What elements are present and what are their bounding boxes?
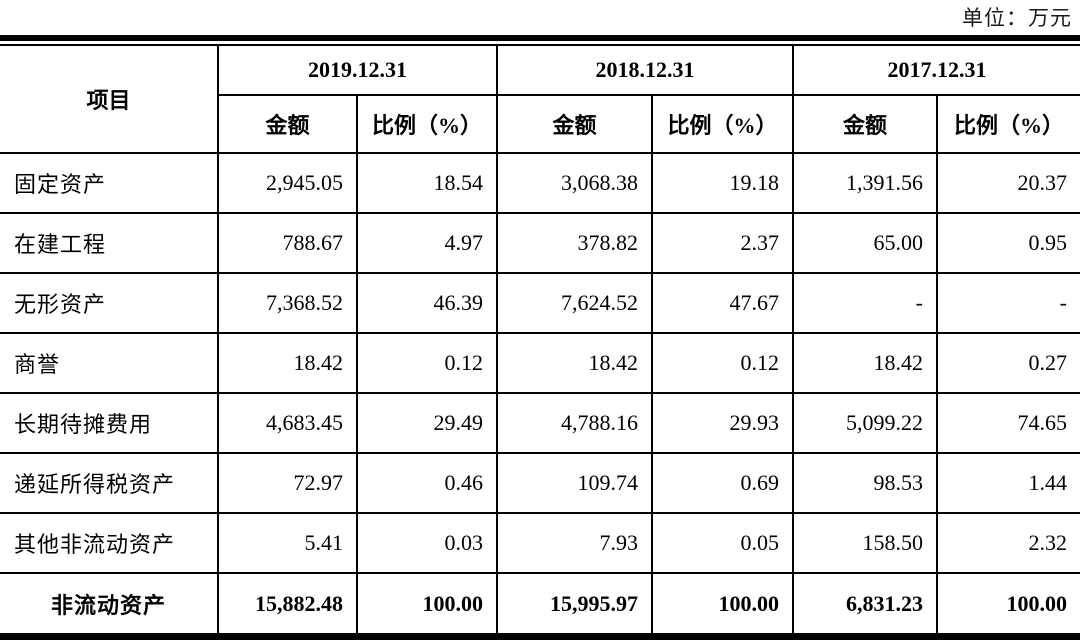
cell-value-total: 15,995.97 bbox=[496, 572, 653, 633]
table-row-construction-in-progress: 在建工程 788.67 4.97 378.82 2.37 65.00 0.95 bbox=[0, 212, 1080, 274]
cell-value: 4,683.45 bbox=[217, 392, 358, 454]
cell-value: 7,368.52 bbox=[217, 272, 358, 334]
table-row-deferred-tax-assets: 递延所得税资产 72.97 0.46 109.74 0.69 98.53 1.4… bbox=[0, 452, 1080, 514]
cell-value: 0.12 bbox=[651, 332, 794, 394]
cell-value: 0.12 bbox=[356, 332, 498, 394]
table-row-long-term-deferred-expenses: 长期待摊费用 4,683.45 29.49 4,788.16 29.93 5,0… bbox=[0, 392, 1080, 454]
cell-value: - bbox=[936, 272, 1080, 334]
cell-value: 0.03 bbox=[356, 512, 498, 574]
table-row-fixed-assets: 固定资产 2,945.05 18.54 3,068.38 19.18 1,391… bbox=[0, 152, 1080, 214]
row-label: 商誉 bbox=[0, 332, 219, 394]
row-label: 长期待摊费用 bbox=[0, 392, 219, 454]
column-header-item: 项目 bbox=[0, 45, 219, 154]
cell-value-total: 100.00 bbox=[356, 572, 498, 633]
subheader-amount-2017: 金额 bbox=[792, 94, 938, 154]
cell-value: 18.42 bbox=[217, 332, 358, 394]
subheader-amount-2018: 金额 bbox=[496, 94, 653, 154]
cell-value: 1.44 bbox=[936, 452, 1080, 514]
table-row-goodwill: 商誉 18.42 0.12 18.42 0.12 18.42 0.27 bbox=[0, 332, 1080, 394]
cell-value: 20.37 bbox=[936, 152, 1080, 214]
subheader-ratio-2017: 比例（%） bbox=[936, 94, 1080, 154]
row-label: 在建工程 bbox=[0, 212, 219, 274]
table-row-total-noncurrent-assets: 非流动资产 15,882.48 100.00 15,995.97 100.00 … bbox=[0, 572, 1080, 633]
table-row-other-noncurrent-assets: 其他非流动资产 5.41 0.03 7.93 0.05 158.50 2.32 bbox=[0, 512, 1080, 574]
table-row-intangible-assets: 无形资产 7,368.52 46.39 7,624.52 47.67 - - bbox=[0, 272, 1080, 334]
subheader-amount-2019: 金额 bbox=[218, 94, 358, 154]
cell-value: 74.65 bbox=[936, 392, 1080, 454]
subheader-ratio-2018: 比例（%） bbox=[651, 94, 794, 154]
cell-value: 18.54 bbox=[356, 152, 498, 214]
cell-value: 46.39 bbox=[356, 272, 498, 334]
cell-value: 47.67 bbox=[651, 272, 794, 334]
row-label: 固定资产 bbox=[0, 152, 219, 214]
cell-value: 109.74 bbox=[496, 452, 653, 514]
cell-value: 158.50 bbox=[792, 512, 938, 574]
cell-value: 72.97 bbox=[217, 452, 358, 514]
column-header-period-2018: 2018.12.31 bbox=[496, 45, 794, 96]
cell-value: - bbox=[792, 272, 938, 334]
column-header-period-2019: 2019.12.31 bbox=[217, 45, 498, 96]
cell-value: 7,624.52 bbox=[496, 272, 653, 334]
subheader-ratio-2019: 比例（%） bbox=[356, 94, 498, 154]
cell-value: 5,099.22 bbox=[792, 392, 938, 454]
cell-value: 1,391.56 bbox=[792, 152, 938, 214]
cell-value-total: 6,831.23 bbox=[792, 572, 938, 633]
cell-value: 788.67 bbox=[217, 212, 358, 274]
cell-value: 0.95 bbox=[936, 212, 1080, 274]
cell-value: 4,788.16 bbox=[496, 392, 653, 454]
cell-value: 19.18 bbox=[651, 152, 794, 214]
cell-value: 4.97 bbox=[356, 212, 498, 274]
cell-value: 0.27 bbox=[936, 332, 1080, 394]
row-label: 其他非流动资产 bbox=[0, 512, 219, 574]
cell-value: 18.42 bbox=[496, 332, 653, 394]
column-header-period-2017: 2017.12.31 bbox=[792, 45, 1080, 96]
cell-value: 3,068.38 bbox=[496, 152, 653, 214]
header-row-subheads: 金额 比例（%） 金额 比例（%） 金额 比例（%） bbox=[0, 94, 1080, 154]
row-label: 无形资产 bbox=[0, 272, 219, 334]
noncurrent-assets-table: 项目 2019.12.31 2018.12.31 2017.12.31 金额 比… bbox=[0, 44, 1080, 633]
unit-label: 单位：万元 bbox=[962, 6, 1072, 30]
row-label-total: 非流动资产 bbox=[0, 572, 219, 633]
header-row-dates: 项目 2019.12.31 2018.12.31 2017.12.31 bbox=[0, 45, 1080, 154]
cell-value-total: 100.00 bbox=[651, 572, 794, 633]
cell-value-total: 100.00 bbox=[936, 572, 1080, 633]
cell-value: 5.41 bbox=[217, 512, 358, 574]
cell-value: 0.05 bbox=[651, 512, 794, 574]
cell-value: 0.69 bbox=[651, 452, 794, 514]
cell-value: 2.37 bbox=[651, 212, 794, 274]
cell-value: 29.93 bbox=[651, 392, 794, 454]
cell-value: 2,945.05 bbox=[217, 152, 358, 214]
row-label: 递延所得税资产 bbox=[0, 452, 219, 514]
cell-value: 7.93 bbox=[496, 512, 653, 574]
cell-value: 18.42 bbox=[792, 332, 938, 394]
cell-value: 2.32 bbox=[936, 512, 1080, 574]
table-bottom-rule bbox=[0, 633, 1080, 640]
cell-value: 98.53 bbox=[792, 452, 938, 514]
cell-value: 0.46 bbox=[356, 452, 498, 514]
table-top-rule bbox=[0, 35, 1080, 41]
cell-value: 29.49 bbox=[356, 392, 498, 454]
cell-value-total: 15,882.48 bbox=[217, 572, 358, 633]
assets-table-area: 项目 2019.12.31 2018.12.31 2017.12.31 金额 比… bbox=[0, 35, 1080, 640]
cell-value: 378.82 bbox=[496, 212, 653, 274]
cell-value: 65.00 bbox=[792, 212, 938, 274]
